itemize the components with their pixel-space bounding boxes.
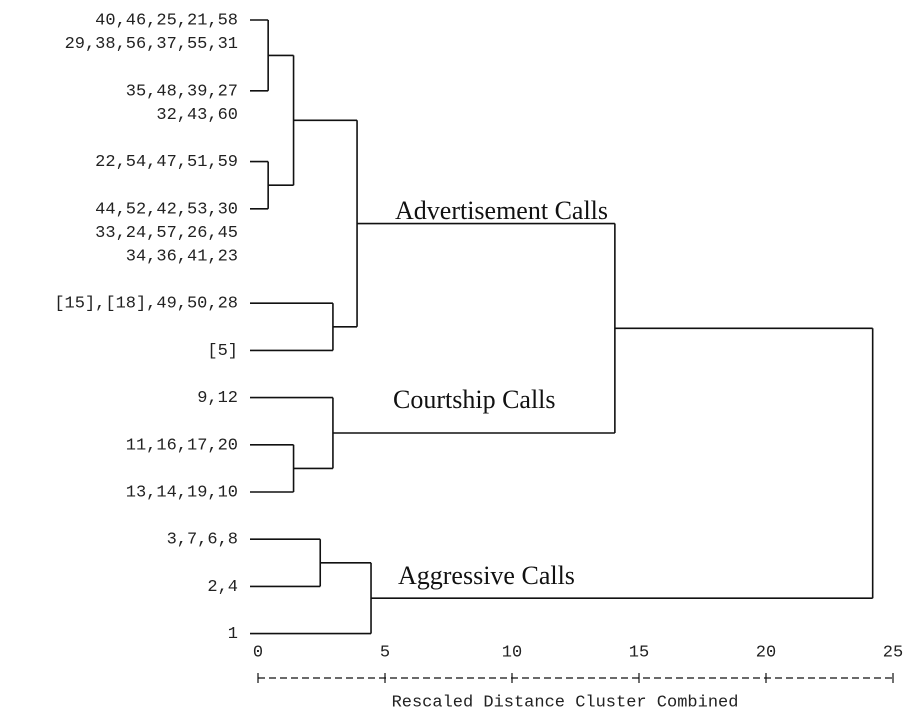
leaf-label: 34,36,41,23 [126, 247, 238, 266]
leaf-label: 2,4 [207, 578, 238, 597]
leaf-label: 44,52,42,53,30 [95, 200, 238, 219]
leaf-label: 32,43,60 [156, 106, 238, 125]
leaf-label: [15],[18],49,50,28 [54, 295, 238, 314]
leaf-label: 29,38,56,37,55,31 [65, 35, 238, 54]
leaf-label: 11,16,17,20 [126, 436, 238, 455]
leaf-label: [5] [207, 342, 238, 361]
leaf-label: 35,48,39,27 [126, 82, 238, 101]
annotation: Courtship Calls [393, 385, 556, 414]
annotation: Advertisement Calls [395, 196, 608, 225]
x-tick-label: 0 [253, 643, 263, 662]
leaf-label: 33,24,57,26,45 [95, 224, 238, 243]
leaf-label: 40,46,25,21,58 [95, 11, 238, 30]
leaf-label: 13,14,19,10 [126, 483, 238, 502]
annotation: Aggressive Calls [398, 561, 575, 590]
x-tick-label: 10 [502, 643, 522, 662]
x-tick-label: 20 [756, 643, 776, 662]
x-tick-label: 15 [629, 643, 649, 662]
leaf-label: 3,7,6,8 [167, 531, 238, 550]
leaf-label: 22,54,47,51,59 [95, 153, 238, 172]
x-tick-label: 5 [380, 643, 390, 662]
x-axis-label: Rescaled Distance Cluster Combined [392, 693, 739, 710]
x-tick-label: 25 [883, 643, 903, 662]
leaf-label: 9,12 [197, 389, 238, 408]
leaf-label: 1 [228, 625, 238, 644]
